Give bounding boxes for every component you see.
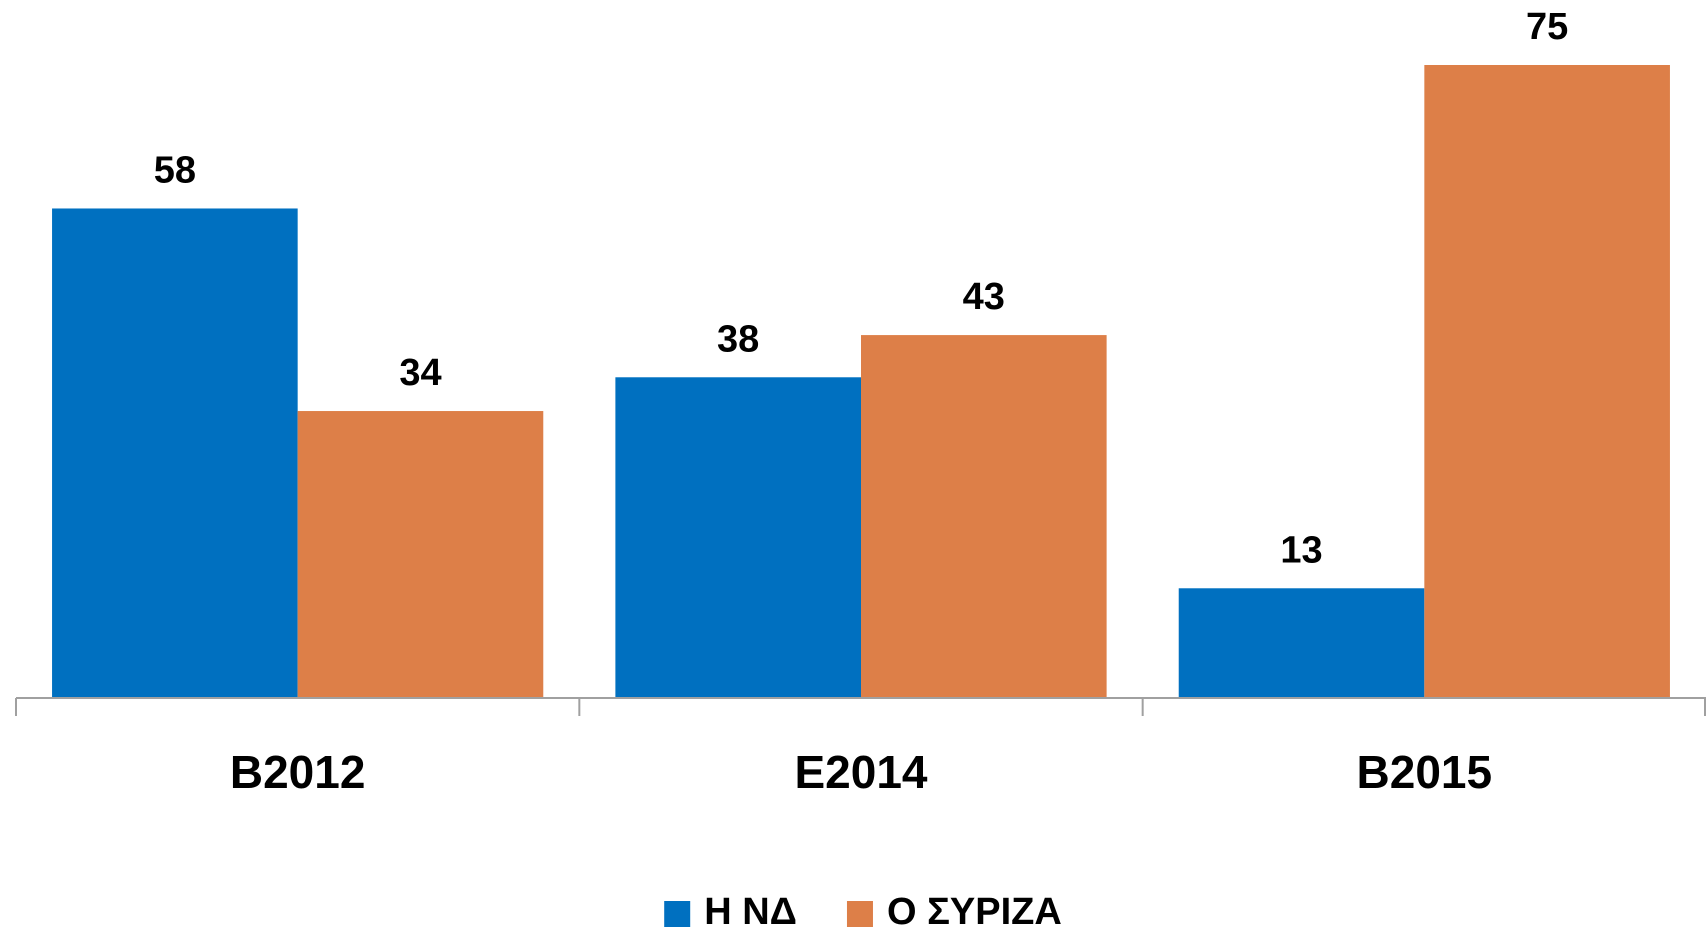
legend-swatch	[846, 901, 873, 927]
bar	[861, 335, 1107, 698]
legend-swatch	[664, 901, 691, 927]
bar	[52, 208, 298, 699]
x-tick-label: B2012	[230, 746, 366, 798]
legend-label: Η ΝΔ	[704, 891, 797, 933]
data-label: 34	[399, 352, 441, 394]
bar	[1424, 65, 1670, 698]
data-label: 38	[717, 318, 759, 360]
data-label: 75	[1526, 6, 1568, 48]
data-label: 58	[154, 150, 196, 192]
bar	[615, 377, 861, 698]
bar	[297, 411, 544, 698]
x-tick-label: E2014	[794, 746, 927, 798]
legend-label: Ο ΣΥΡΙΖΑ	[887, 891, 1062, 933]
bar	[1178, 588, 1425, 698]
data-label: 43	[963, 276, 1005, 318]
x-tick-label: B2015	[1357, 746, 1493, 798]
data-label: 13	[1280, 529, 1322, 571]
